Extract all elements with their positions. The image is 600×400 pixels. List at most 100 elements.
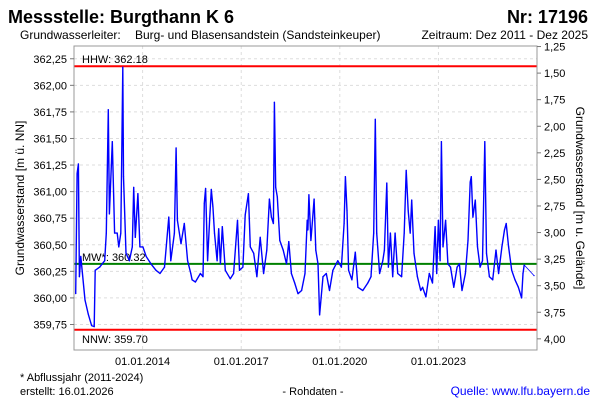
data-point — [383, 249, 386, 251]
data-point — [170, 260, 172, 262]
data-point — [221, 226, 223, 228]
data-point — [354, 251, 356, 253]
data-point — [439, 260, 441, 262]
data-point — [495, 249, 497, 251]
y2-tick-label: 2,75 — [544, 201, 565, 213]
data-point — [501, 246, 503, 248]
y-tick-label: 362,00 — [33, 80, 67, 92]
data-type: - Rohdaten - — [282, 386, 343, 398]
data-point — [256, 276, 258, 278]
data-point — [521, 297, 523, 299]
data-point — [218, 228, 220, 230]
data-point — [118, 246, 120, 248]
data-point — [122, 176, 125, 178]
data-point — [407, 210, 409, 212]
data-point — [503, 229, 506, 231]
x-tick-label: 01.01.2020 — [312, 356, 367, 368]
data-point — [163, 266, 166, 268]
y-tick-label: 361,25 — [33, 160, 67, 172]
data-point — [173, 232, 175, 234]
data-point — [206, 260, 209, 262]
source-link[interactable]: Quelle: www.lfu.bayern.de — [451, 384, 591, 398]
series-gap-line — [523, 264, 535, 276]
data-point — [389, 232, 391, 234]
data-point — [191, 279, 193, 281]
data-point — [344, 176, 346, 178]
data-point — [99, 266, 101, 268]
y2-tick-label: 1,75 — [544, 95, 565, 107]
data-point — [238, 269, 241, 271]
data-point — [373, 232, 375, 234]
data-point — [276, 196, 278, 198]
data-point — [362, 289, 364, 292]
data-point — [447, 263, 449, 265]
data-point — [266, 249, 268, 251]
data-point — [134, 236, 136, 238]
data-point — [104, 260, 106, 262]
data-point — [472, 216, 474, 218]
y2-tick-label: 3,25 — [544, 254, 565, 266]
data-point — [476, 246, 479, 248]
data-point — [107, 109, 109, 111]
data-point — [397, 272, 399, 275]
y2-tick-label: 1,50 — [544, 68, 565, 80]
data-point — [204, 187, 207, 190]
y2-tick-label: 3,00 — [544, 228, 565, 240]
data-point — [279, 239, 281, 242]
data-point — [210, 188, 212, 191]
data-point — [253, 252, 255, 254]
data-point — [434, 226, 436, 228]
data-point — [77, 163, 80, 165]
data-point — [405, 169, 407, 171]
data-point — [199, 272, 201, 275]
data-point — [343, 222, 345, 225]
data-point — [348, 269, 350, 271]
data-point — [403, 232, 405, 234]
data-point — [479, 266, 481, 268]
data-point — [249, 246, 251, 248]
data-point — [357, 286, 359, 288]
y2-tick-label: 1,25 — [544, 42, 565, 54]
y-tick-label: 360,50 — [33, 240, 67, 252]
data-point — [125, 252, 127, 254]
data-point — [332, 269, 334, 271]
data-point — [467, 239, 469, 242]
data-point — [317, 263, 319, 265]
data-point — [411, 199, 413, 201]
data-point — [437, 219, 440, 221]
data-point — [224, 269, 226, 271]
data-point — [290, 272, 292, 275]
ref-label-mw: MW*: 360.32 — [82, 252, 146, 264]
data-point — [75, 293, 77, 295]
data-point — [376, 232, 378, 234]
data-point — [155, 269, 157, 271]
data-point — [464, 272, 466, 275]
x-tick-label: 01.01.2023 — [411, 356, 466, 368]
data-point — [194, 281, 197, 283]
data-point — [90, 324, 93, 327]
data-point — [190, 272, 192, 275]
data-point — [116, 232, 118, 234]
data-point — [310, 239, 312, 242]
y2-tick-label: 2,50 — [544, 174, 565, 186]
data-point — [105, 232, 107, 234]
data-point — [175, 147, 177, 149]
data-point — [409, 232, 411, 234]
data-point — [337, 260, 339, 262]
y2-tick-label: 3,75 — [544, 307, 565, 319]
y-tick-label: 361,50 — [33, 133, 67, 145]
y-tick-label: 360,25 — [33, 266, 67, 278]
data-point — [392, 276, 394, 278]
data-point — [94, 269, 96, 271]
data-point — [180, 243, 182, 245]
data-point — [488, 276, 490, 278]
data-point — [150, 263, 152, 265]
data-point — [262, 272, 265, 275]
data-point — [108, 213, 110, 215]
data-point — [505, 222, 507, 225]
data-point — [517, 286, 519, 288]
data-point — [367, 282, 369, 284]
y-tick-label: 359,75 — [33, 319, 67, 331]
data-point — [386, 182, 388, 184]
data-point — [401, 276, 403, 278]
